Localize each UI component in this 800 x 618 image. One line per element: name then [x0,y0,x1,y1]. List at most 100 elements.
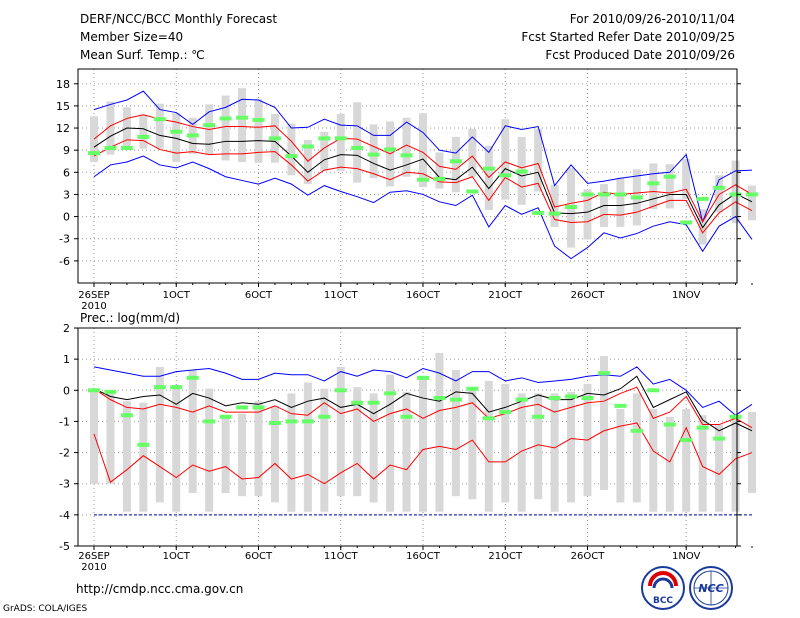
spread-bar [649,408,658,512]
observed-marker [746,192,758,197]
spread-bar [402,117,411,177]
forecast-period-label: For 2010/09/26-2010/11/04 [569,12,735,26]
observed-marker [318,414,331,419]
observed-marker [400,414,413,419]
observed-marker [285,419,298,424]
spread-bar [336,366,345,497]
observed-marker [614,192,627,197]
spread-bar [534,393,543,500]
observed-marker [680,438,693,443]
y-tick-label: -1 [59,415,70,428]
x-tick-label: 26SEP [78,290,109,301]
spread-bar [303,139,312,185]
x-tick-label: 1OCT [163,551,191,562]
observed-marker [88,151,100,156]
series-ensemble-max [93,366,753,416]
spread-bar [731,160,740,224]
y-tick-label: 0 [63,211,70,224]
spread-bar [122,107,131,148]
observed-marker [630,428,643,433]
plot-frame [77,68,738,284]
observed-marker [137,442,150,447]
ncc-logo: NCC [689,566,733,610]
series-ensemble-min [93,155,753,260]
spread-bar [665,164,674,209]
y-tick-label: 1 [63,353,70,366]
y-tick-label: 15 [56,100,70,113]
y-tick-label: 6 [63,166,70,179]
spread-bar [583,189,592,240]
observed-marker [219,414,232,419]
spread-bar [238,88,247,162]
observed-marker [630,195,643,200]
observed-marker [548,211,561,216]
observed-marker [170,129,183,134]
chart-title: DERF/NCC/BCC Monthly Forecast [80,12,278,26]
observed-marker [663,174,676,179]
observed-marker [647,388,660,393]
observed-marker [581,396,594,401]
observed-marker [466,386,479,391]
source-url[interactable]: http://cmdp.ncc.cma.gov.cn [76,582,244,596]
observed-marker [203,123,216,128]
spread-bar [287,393,296,512]
observed-marker [153,117,166,122]
x-tick-label: 16OCT [406,551,441,562]
spread-bar [369,393,378,503]
observed-marker [88,388,100,393]
spread-bar [172,387,181,512]
observed-marker [186,133,199,138]
observed-marker [449,397,462,402]
spread-bar [353,387,362,497]
spread-bar [419,377,427,512]
observed-marker [384,147,397,152]
observed-marker [120,145,133,150]
y-tick-label: 18 [56,78,70,91]
spread-bar [567,391,576,503]
spread-bar [748,185,756,221]
series-lower-percentile [93,139,753,234]
spread-bar [682,408,691,512]
observed-marker [153,385,166,390]
observed-marker [170,385,183,390]
observed-marker [482,416,495,421]
spread-bar [106,391,115,484]
y-tick-label: -4 [59,509,70,522]
spread-bar [139,114,148,149]
member-size-label: Member Size=40 [80,30,184,44]
spread-bar [501,384,510,503]
observed-marker [565,204,578,209]
observed-marker [252,117,265,122]
spread-bar [517,393,526,512]
spread-bar [122,401,131,512]
spread-bar [632,393,641,503]
started-refer-date-label: Fcst Started Refer Date 2010/09/25 [521,30,735,44]
bcc-logo-text: BCC [653,596,673,606]
spread-bar [155,366,164,503]
spread-bar [501,119,510,200]
observed-marker [499,410,512,415]
spread-bar [172,113,181,162]
spread-bar [435,352,444,512]
spread-bar [402,391,411,512]
observed-marker [729,192,742,197]
x-tick-label: 21OCT [488,551,523,562]
spread-bar [254,401,263,497]
spread-bar [205,388,214,512]
observed-marker [614,403,627,408]
observed-marker [515,397,528,402]
spread-bar [287,123,296,176]
spread-bar [320,388,329,512]
produced-date-label: Fcst Produced Date 2010/09/26 [545,48,735,62]
y-tick-label: -5 [59,540,70,553]
series-ensemble-max [93,90,753,224]
observed-marker [334,388,347,393]
x-tick-label: 11OCT [324,290,359,301]
observed-marker [367,152,380,157]
spread-bar [468,387,477,500]
spread-bar [106,101,115,155]
x-tick-sublabel: 2010 [81,301,106,312]
